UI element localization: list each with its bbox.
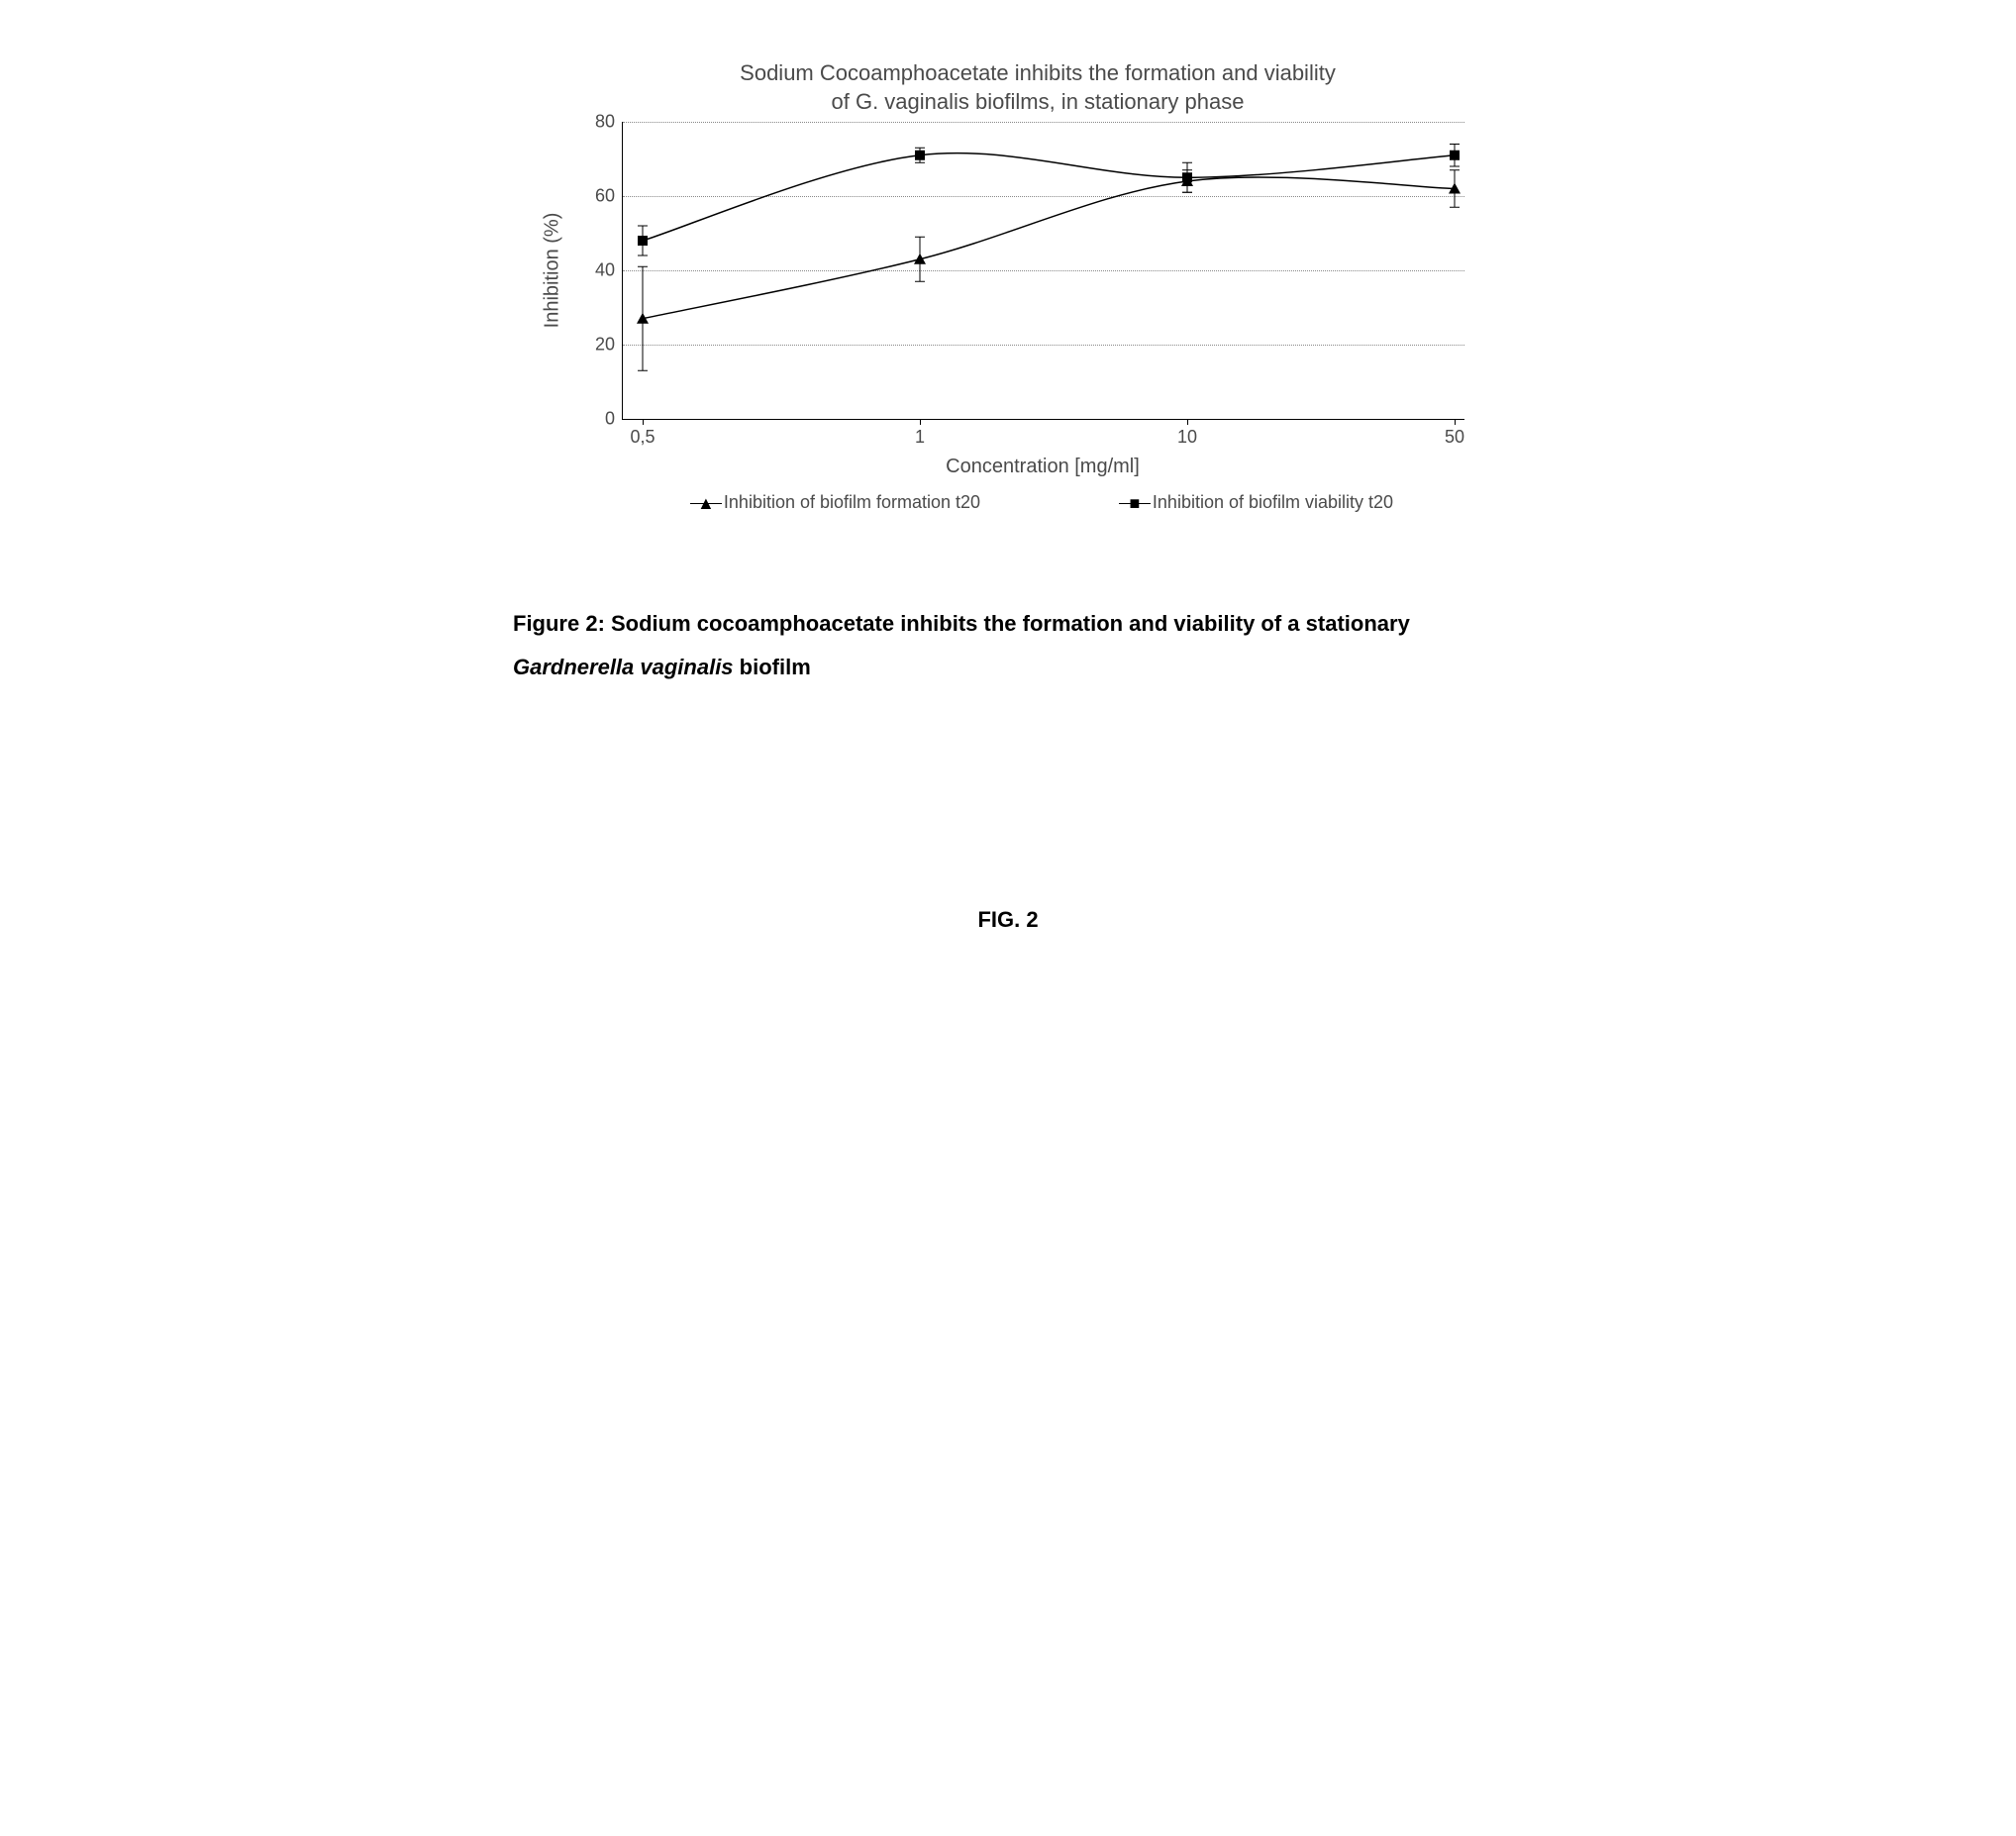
x-tick-label: 10 <box>1177 427 1197 448</box>
chart-title-line1: Sodium Cocoamphoacetate inhibits the for… <box>740 60 1336 85</box>
caption-italic: Gardnerella vaginalis <box>513 655 734 679</box>
y-tick-label: 0 <box>585 409 615 430</box>
chart-container: Sodium Cocoamphoacetate inhibits the for… <box>572 59 1503 513</box>
x-tick-mark <box>920 419 921 425</box>
x-axis-label: Concentration [mg/ml] <box>622 456 1463 478</box>
square-marker-icon <box>638 236 648 246</box>
legend-item-formation: ▲ Inhibition of biofilm formation t20 <box>692 492 980 513</box>
legend: ▲ Inhibition of biofilm formation t20 ■ … <box>622 492 1463 513</box>
x-tick-label: 1 <box>915 427 925 448</box>
triangle-icon: ▲ <box>692 494 720 512</box>
square-marker-icon <box>1182 172 1192 182</box>
square-marker-icon <box>1450 151 1460 160</box>
y-tick-label: 60 <box>585 186 615 207</box>
y-tick-label: 40 <box>585 260 615 281</box>
legend-item-viability: ■ Inhibition of biofilm viability t20 <box>1121 492 1393 513</box>
legend-label: Inhibition of biofilm formation t20 <box>724 492 980 513</box>
x-tick-label: 50 <box>1445 427 1464 448</box>
caption-prefix: Figure 2: Sodium cocoamphoacetate inhibi… <box>513 611 1410 636</box>
series-layer <box>623 122 1464 419</box>
y-tick-label: 80 <box>585 112 615 133</box>
figure-label: FIG. 2 <box>513 907 1503 933</box>
legend-label: Inhibition of biofilm viability t20 <box>1153 492 1393 513</box>
caption-suffix: biofilm <box>734 655 811 679</box>
plot-area: 0204060800,511050 <box>622 122 1464 420</box>
x-tick-label: 0,5 <box>630 427 655 448</box>
chart-title: Sodium Cocoamphoacetate inhibits the for… <box>572 59 1503 116</box>
y-axis-label: Inhibition (%) <box>542 213 564 329</box>
series-line <box>643 153 1455 241</box>
y-tick-label: 20 <box>585 335 615 356</box>
square-marker-icon <box>915 151 925 160</box>
x-tick-mark <box>1455 419 1456 425</box>
x-tick-mark <box>1187 419 1188 425</box>
square-icon: ■ <box>1121 494 1149 512</box>
x-tick-mark <box>643 419 644 425</box>
page: Sodium Cocoamphoacetate inhibits the for… <box>513 59 1503 933</box>
series-line <box>643 177 1455 319</box>
figure-caption: Figure 2: Sodium cocoamphoacetate inhibi… <box>513 602 1503 689</box>
chart-title-line2: of G. vaginalis biofilms, in stationary … <box>832 89 1245 114</box>
